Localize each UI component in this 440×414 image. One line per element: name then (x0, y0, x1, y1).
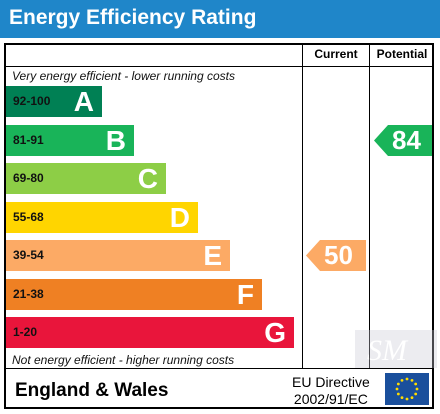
eu-star (415, 387, 419, 391)
potential-rating-arrow: 84 (374, 125, 432, 156)
band-range-label: 92-100 (13, 94, 51, 108)
band-range-label: 1-20 (13, 325, 38, 339)
eu-star (396, 382, 400, 386)
eu-star (400, 396, 404, 400)
band-letter-label: C (137, 163, 158, 194)
svg-text:SM: SM (367, 334, 409, 367)
band-range-label: 81-91 (13, 133, 44, 147)
footer-country: England & Wales (15, 380, 169, 401)
band-range-label: 55-68 (13, 210, 44, 224)
current-column-header: Current (314, 47, 358, 61)
footer-directive: EU Directive 2002/91/EC (292, 374, 370, 408)
directive-line-1: EU Directive (292, 374, 370, 390)
header-divider (4, 66, 434, 67)
eu-star (400, 378, 404, 382)
chart-title: Energy Efficiency Rating (9, 6, 257, 29)
current-column-divider (302, 43, 303, 369)
top-note: Very energy efficient - lower running co… (12, 69, 235, 83)
band-a: 92-100 A (6, 86, 102, 117)
band-d: 55-68 D (6, 202, 198, 233)
eu-star (410, 378, 414, 382)
rating-frame (4, 43, 434, 409)
watermark-logo: SM (355, 330, 437, 368)
band-letter-label: G (264, 317, 286, 348)
band-f: 21-38 F (6, 279, 262, 310)
band-g: 1-20 G (6, 317, 294, 348)
directive-line-2: 2002/91/EC (293, 391, 368, 407)
title-bar: Energy Efficiency Rating (0, 0, 440, 38)
band-e: 39-54 E (6, 240, 230, 271)
eu-star (414, 392, 418, 396)
band-range-label: 21-38 (13, 287, 44, 301)
band-letter-label: D (169, 202, 190, 233)
band-letter-label: A (73, 86, 94, 117)
current-rating-arrow-value: 50 (324, 240, 353, 270)
current-rating-arrow: 50 (306, 240, 366, 271)
eu-star (405, 377, 409, 381)
eu-star (414, 382, 418, 386)
eu-star (396, 392, 400, 396)
band-range-label: 69-80 (13, 171, 44, 185)
band-letter-label: F (236, 279, 254, 310)
eu-star (410, 396, 414, 400)
band-c: 69-80 C (6, 163, 166, 194)
band-b: 81-91 B (6, 125, 134, 156)
band-letter-label: B (105, 125, 126, 156)
eu-star (405, 397, 409, 401)
potential-column-header: Potential (376, 47, 428, 61)
band-letter-label: E (203, 240, 222, 271)
bottom-note: Not energy efficient - higher running co… (12, 353, 235, 367)
band-range-label: 39-54 (13, 248, 44, 262)
eu-flag-icon (385, 373, 429, 405)
potential-column-divider (369, 43, 370, 369)
footer-divider (4, 368, 434, 369)
eu-star (395, 387, 399, 391)
potential-rating-arrow-value: 84 (392, 125, 421, 155)
